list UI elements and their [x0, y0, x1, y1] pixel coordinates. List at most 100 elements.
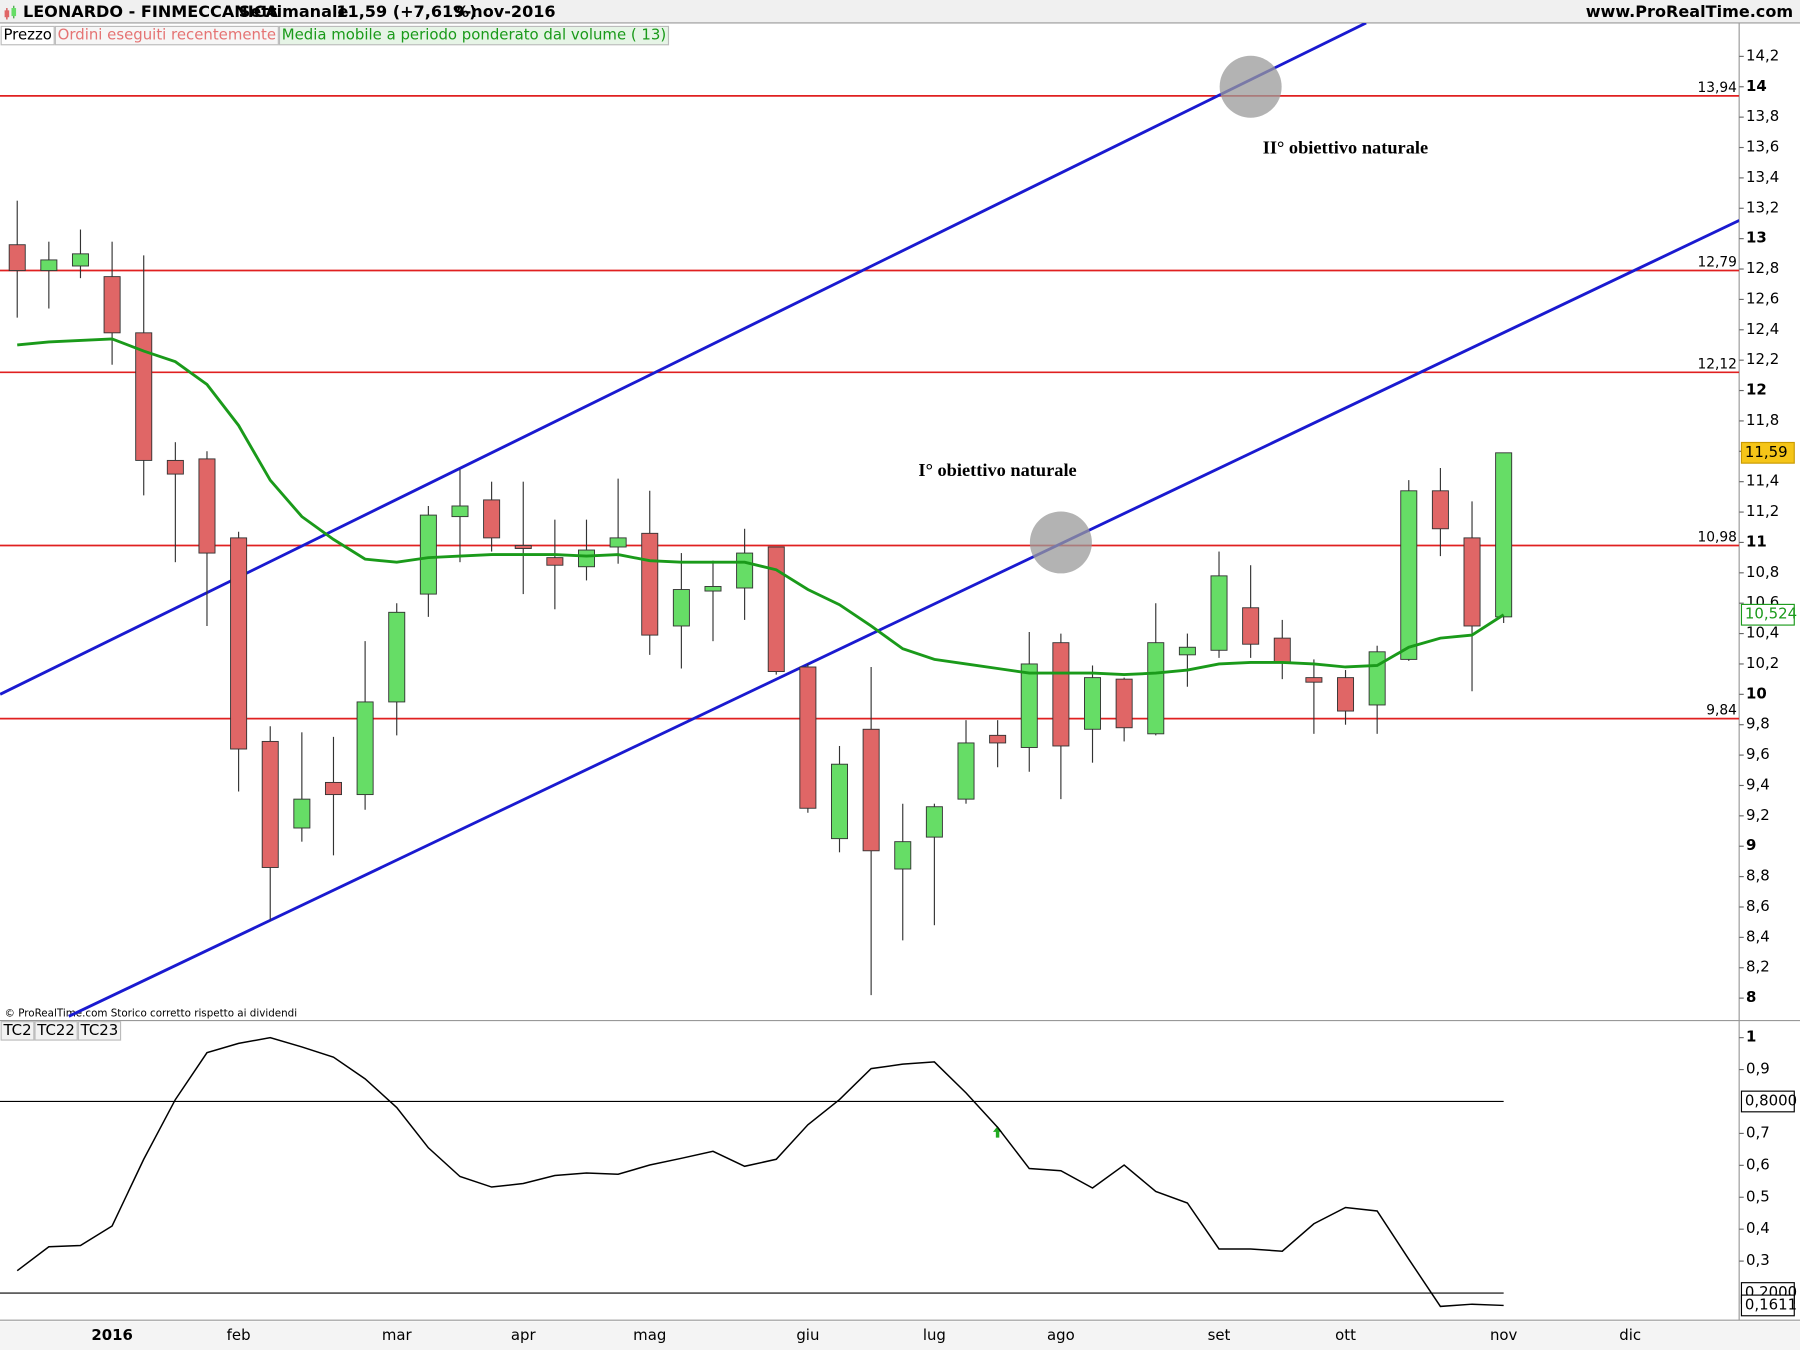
candle-body	[1115, 678, 1133, 729]
annotation: I° obiettivo naturale	[918, 460, 1076, 480]
y-tick-label: 9,4	[1746, 775, 1770, 793]
candle-body	[483, 499, 501, 539]
candle-body	[609, 537, 627, 548]
value-box-label: 10,524	[1745, 605, 1797, 623]
value-box-label: 11,59	[1745, 443, 1788, 461]
x-tick-label: mag	[633, 1326, 666, 1344]
candle-body	[1368, 651, 1386, 706]
y-tick-label: 14	[1746, 77, 1767, 95]
site: www.ProRealTime.com	[1586, 2, 1793, 21]
y-tick-label: 14,2	[1746, 46, 1779, 64]
candle-body	[419, 514, 437, 595]
candle-body	[736, 552, 754, 589]
candle-body	[1337, 677, 1355, 712]
candle-body	[704, 586, 722, 592]
y-tick-label: 10,2	[1746, 654, 1779, 672]
y-tick-label: 11,2	[1746, 502, 1779, 520]
x-tick-label: set	[1208, 1326, 1231, 1344]
candle-body	[957, 742, 975, 800]
candle-body	[767, 546, 785, 673]
candle-body	[831, 763, 848, 840]
candle-body	[925, 806, 943, 838]
candle-body	[1210, 575, 1228, 651]
level-label: 9,84	[1706, 703, 1737, 719]
y-tick-label: 10,4	[1746, 624, 1779, 642]
legend-label: TC22	[36, 1021, 75, 1039]
x-tick-label: dic	[1619, 1326, 1641, 1344]
y-tick-label: 8,8	[1746, 867, 1770, 885]
date: 9-nov-2016	[453, 2, 555, 21]
legend-tab	[77, 1021, 122, 1041]
y-tick-label: 12,2	[1746, 350, 1779, 368]
candle-body	[1052, 642, 1070, 747]
y-tick-label: 12,8	[1746, 259, 1779, 277]
value-box	[1740, 603, 1795, 626]
y-tick-label: 0,5	[1746, 1187, 1770, 1205]
y-tick-label: 9	[1746, 836, 1756, 854]
candle-body	[198, 458, 216, 554]
x-tick-label: feb	[227, 1326, 251, 1344]
candle-body	[862, 728, 880, 852]
quote: 11,59 (+7,61%)	[336, 2, 476, 21]
candle-body	[1400, 490, 1418, 660]
y-tick-label: 12	[1746, 381, 1767, 399]
period: Settimanale	[239, 2, 349, 21]
candle-body	[672, 589, 690, 627]
candle-body	[166, 459, 184, 475]
y-tick-label: 12,4	[1746, 320, 1779, 338]
candle-body	[8, 244, 26, 272]
candle-body	[1305, 677, 1323, 683]
x-tick-label: giu	[796, 1326, 819, 1344]
candle-body	[1178, 646, 1196, 656]
x-tick-label: mar	[382, 1326, 413, 1344]
y-tick-label: 8,6	[1746, 897, 1770, 915]
y-tick-label: 8	[1746, 988, 1756, 1006]
x-axis-bar	[0, 1321, 1800, 1350]
target-circle	[1029, 511, 1092, 574]
x-tick-label: ott	[1335, 1326, 1356, 1344]
y-tick-label: 9,6	[1746, 745, 1770, 763]
y-tick-label: 13,4	[1746, 168, 1779, 186]
candle-body	[894, 841, 912, 870]
annotation: II° obiettivo naturale	[1263, 137, 1428, 157]
candle-body	[989, 734, 1007, 744]
y-tick-label: 0,4	[1746, 1219, 1770, 1237]
candle-body	[1463, 537, 1481, 627]
y-tick-label: 8,2	[1746, 958, 1770, 976]
candle-body	[577, 549, 595, 568]
y-tick-label: 13,2	[1746, 198, 1779, 216]
value-box	[1740, 441, 1795, 464]
signal-arrow	[992, 1126, 1003, 1138]
y-tick-label: 9,8	[1746, 715, 1770, 733]
level-label: 13,94	[1697, 80, 1736, 96]
candle-body	[546, 557, 564, 566]
legend-label: Ordini eseguiti recentemente	[58, 26, 276, 44]
candle-body	[71, 253, 89, 267]
candle-body	[324, 781, 342, 796]
trendline	[68, 219, 1740, 1018]
app-icon	[4, 5, 17, 20]
y-tick-label: 10	[1746, 684, 1767, 702]
legend-label: Prezzo	[3, 26, 51, 44]
legend-tab	[278, 25, 670, 46]
value-box-label: 0,8000	[1745, 1091, 1797, 1109]
legend-tab	[0, 1021, 35, 1041]
x-tick-label: 2016	[91, 1326, 133, 1344]
legend-label: TC2	[2, 1021, 31, 1039]
candle-body	[135, 332, 153, 461]
candle-body	[1020, 663, 1038, 748]
legend-tab	[34, 1021, 78, 1041]
level-label: 10,98	[1697, 529, 1736, 545]
plot-area	[0, 22, 1740, 1018]
candle-body	[451, 505, 469, 518]
y-tick-label: 9,2	[1746, 806, 1770, 824]
y-tick-label: 10,8	[1746, 563, 1779, 581]
candle-body	[514, 545, 532, 549]
candle-body	[1147, 642, 1165, 735]
candle-body	[261, 740, 279, 868]
source-note: © ProRealTime.com Storico corretto rispe…	[5, 1008, 298, 1020]
x-tick-label: apr	[511, 1326, 537, 1344]
y-tick-label: 8,4	[1746, 927, 1770, 945]
